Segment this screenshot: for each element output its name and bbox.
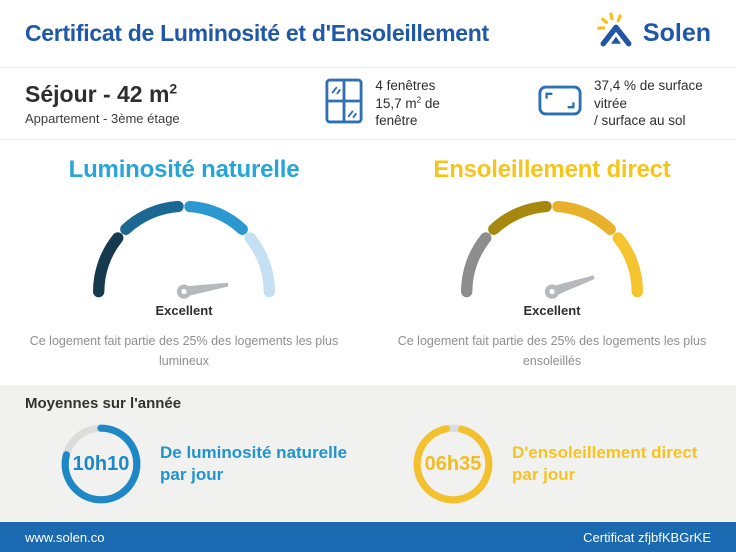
gauge-segment-2: [120, 200, 184, 235]
gauge-segment-3: [552, 200, 616, 235]
sunlight-ring: 06h35: [410, 421, 496, 507]
glazing-text: 37,4 % de surface vitrée / surface au so…: [594, 77, 711, 130]
gauge-segment-4: [612, 232, 643, 298]
glazing-ratio: 37,4 % de surface vitrée: [593, 78, 703, 111]
property-block: Séjour - 42 m2 Appartement - 3ème étage: [25, 81, 325, 126]
sunlight-hours: 06h35: [424, 452, 482, 475]
sunlight-title: Ensoleillement direct: [433, 156, 671, 183]
sunlight-rating: Excellent: [523, 303, 581, 318]
window-icon: [325, 78, 363, 129]
property-subtitle: Appartement - 3ème étage: [25, 111, 180, 126]
luminosity-gauge-dial: [93, 200, 275, 299]
gauge-segment-1: [93, 232, 124, 298]
gauge-needle: [544, 275, 595, 299]
luminosity-average: 10h10 De luminosité naturelle par jour: [25, 421, 368, 507]
averages-title: Moyennes sur l'année: [25, 395, 182, 412]
property-info-bar: Séjour - 42 m2 Appartement - 3ème étage …: [0, 68, 736, 140]
sunlight-average-label: D'ensoleillement direct par jour: [512, 442, 698, 484]
surface-icon: [538, 85, 582, 121]
gauge-segment-4: [244, 232, 275, 298]
luminosity-ring-progress: [61, 424, 141, 504]
gauge-segment-3: [184, 200, 248, 235]
luminosity-ring: 10h10: [58, 421, 144, 507]
gauge-segment-2: [488, 200, 552, 235]
glazing-info: 37,4 % de surface vitrée / surface au so…: [538, 77, 711, 130]
sunlight-gauge: Ensoleillement direct Excellent Ce logem…: [368, 140, 736, 385]
sunlight-gauge-dial: [461, 200, 643, 299]
luminosity-rating: Excellent: [155, 303, 213, 318]
windows-area: 15,7 m2 de fenêtre: [375, 95, 440, 129]
luminosity-hours: 10h10: [72, 452, 130, 475]
sunlight-ring-progress: [413, 424, 493, 504]
windows-info: 4 fenêtres 15,7 m2 de fenêtre: [325, 77, 463, 130]
sunlight-description: Ce logement fait partie des 25% des loge…: [397, 334, 707, 368]
footer-certificate-id: Certificat zfjbfKBGrKE: [583, 529, 711, 545]
brand-name: Solen: [642, 19, 711, 47]
windows-text: 4 fenêtres 15,7 m2 de fenêtre: [375, 77, 463, 130]
glazing-ratio-2: / surface au sol: [593, 113, 686, 129]
luminosity-title: Luminosité naturelle: [68, 156, 300, 183]
solen-logo-icon: [596, 12, 636, 55]
page-title: Certificat de Luminosité et d'Ensoleille…: [25, 20, 489, 46]
header: Certificat de Luminosité et d'Ensoleille…: [0, 0, 736, 68]
luminosity-average-label: De luminosité naturelle par jour: [160, 442, 348, 484]
gauges-section: Luminosité naturelle Excellent Ce logeme…: [0, 140, 736, 385]
averages-section: Moyennes sur l'année 10h10 De luminosité…: [0, 385, 736, 522]
property-title: Séjour - 42 m2: [25, 81, 178, 107]
luminosity-gauge: Luminosité naturelle Excellent Ce logeme…: [0, 140, 368, 385]
gauge-needle: [176, 282, 229, 299]
brand: Solen: [596, 12, 711, 55]
footer: www.solen.co Certificat zfjbfKBGrKE: [0, 522, 736, 552]
windows-count: 4 fenêtres: [375, 78, 436, 94]
luminosity-description: Ce logement fait partie des 25% des loge…: [29, 334, 339, 368]
gauge-segment-1: [461, 232, 492, 298]
sunlight-average: 06h35 D'ensoleillement direct par jour: [368, 421, 711, 507]
footer-website: www.solen.co: [25, 529, 105, 545]
